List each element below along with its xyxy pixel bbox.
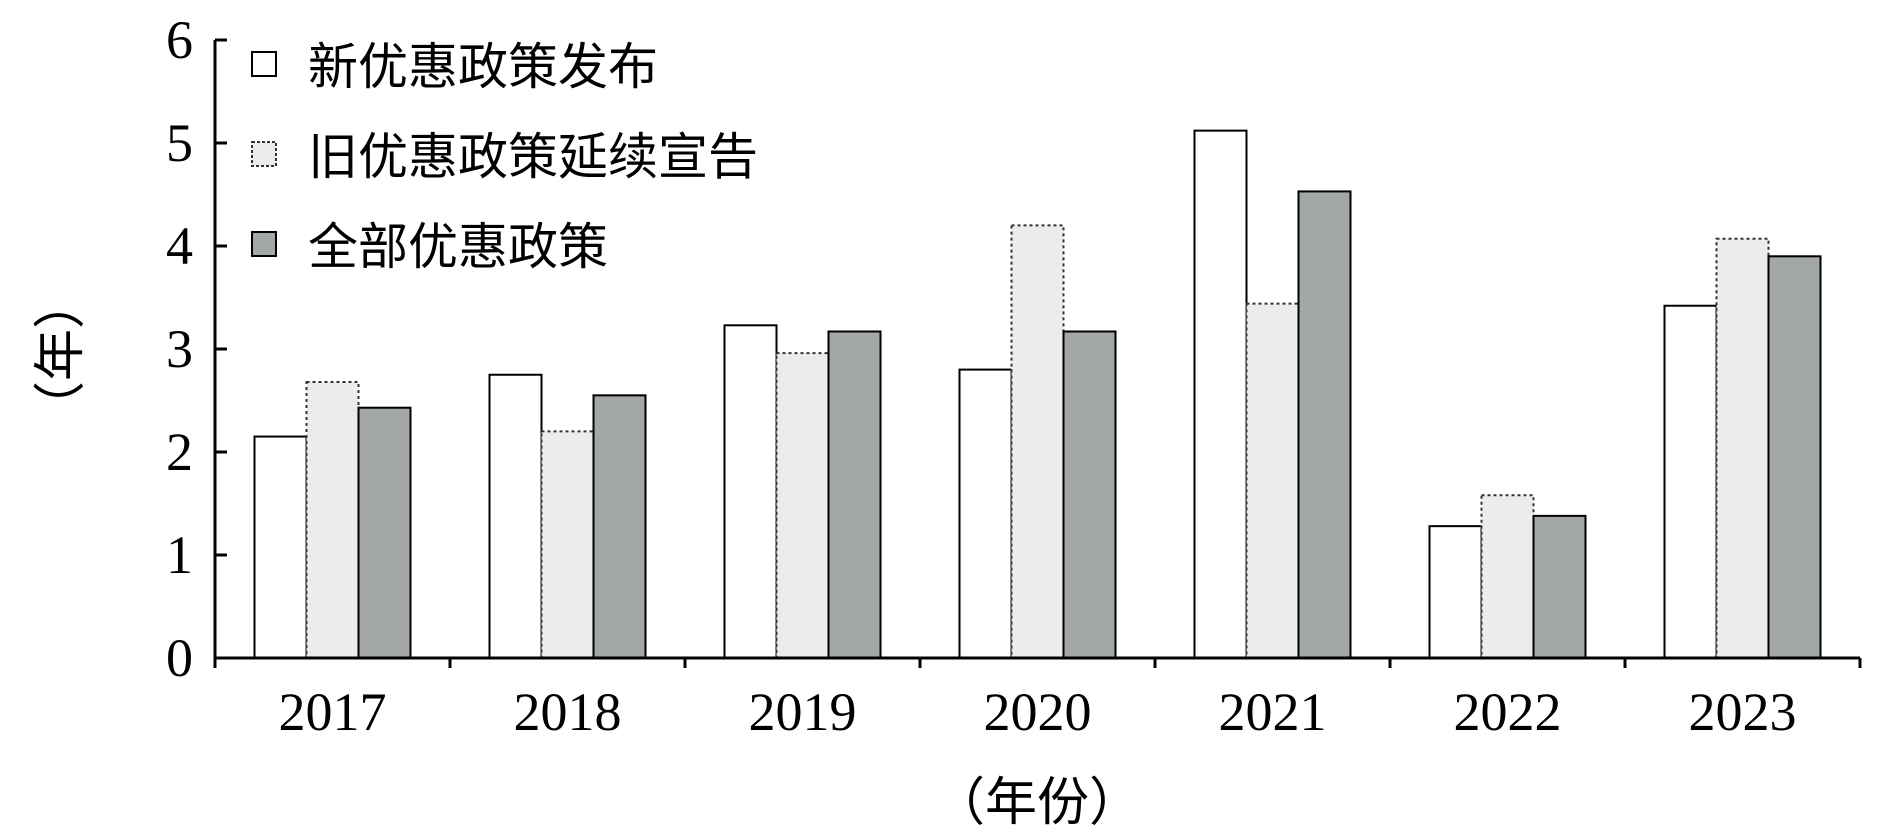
legend-swatch-3 — [251, 231, 277, 257]
ticks-layer: 0 1 2 3 4 5 6 2017 2018 2019 2020 2021 2022 2023 — [166, 10, 1862, 742]
bar-2017-series-1 — [253, 435, 308, 659]
bar-2022-series-3 — [1532, 514, 1587, 659]
x-tick-label: 2023 — [1689, 682, 1797, 742]
bar-2018-series-3 — [592, 394, 647, 659]
bar-2023-series-2 — [1715, 237, 1770, 659]
x-tick-label: 2017 — [279, 682, 387, 742]
bar-2020-series-1 — [958, 368, 1013, 659]
bar-2019-series-2 — [775, 352, 830, 659]
bar-2017-series-3 — [357, 406, 412, 659]
y-tick-label: 3 — [166, 319, 193, 379]
y-tick-label: 5 — [166, 113, 193, 173]
bar-2018-series-2 — [540, 430, 595, 659]
bar-2017-series-2 — [305, 380, 360, 659]
legend-label-3: 全部优惠政策 — [308, 218, 608, 276]
bar-2020-series-3 — [1062, 330, 1117, 659]
x-tick-label: 2018 — [514, 682, 622, 742]
x-tick-label: 2022 — [1454, 682, 1562, 742]
legend-label-2: 旧优惠政策延续宣告 — [308, 128, 758, 186]
bar-2018-series-1 — [488, 373, 543, 659]
y-tick-label: 6 — [166, 10, 193, 70]
x-tick-label: 2019 — [749, 682, 857, 742]
bars-layer — [253, 129, 1822, 660]
bar-2019-series-3 — [827, 330, 882, 659]
legend-swatch-2 — [251, 141, 277, 167]
y-axis-title: （年） — [31, 277, 91, 433]
bar-2020-series-2 — [1010, 224, 1065, 659]
bar-2022-series-2 — [1480, 494, 1535, 660]
x-tick-label: 2021 — [1219, 682, 1327, 742]
y-tick-label: 0 — [166, 628, 193, 688]
bar-2021-series-2 — [1245, 302, 1300, 659]
y-tick-label: 2 — [166, 422, 193, 482]
x-tick-label: 2020 — [984, 682, 1092, 742]
bar-2023-series-3 — [1767, 255, 1822, 659]
bar-2021-series-3 — [1297, 190, 1352, 659]
y-tick-label: 4 — [166, 216, 193, 276]
legend-label-1: 新优惠政策发布 — [308, 38, 658, 96]
bar-2023-series-1 — [1663, 304, 1718, 659]
bar-2022-series-1 — [1428, 525, 1483, 659]
bar-2019-series-1 — [723, 324, 778, 659]
x-axis-title: （年份） — [933, 773, 1141, 833]
legend-swatch-1 — [251, 51, 277, 77]
y-tick-label: 1 — [166, 525, 193, 585]
bar-2021-series-1 — [1193, 129, 1248, 659]
